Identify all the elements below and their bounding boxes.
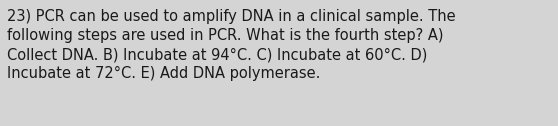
Text: 23) PCR can be used to amplify DNA in a clinical sample. The
following steps are: 23) PCR can be used to amplify DNA in a …	[7, 9, 455, 81]
